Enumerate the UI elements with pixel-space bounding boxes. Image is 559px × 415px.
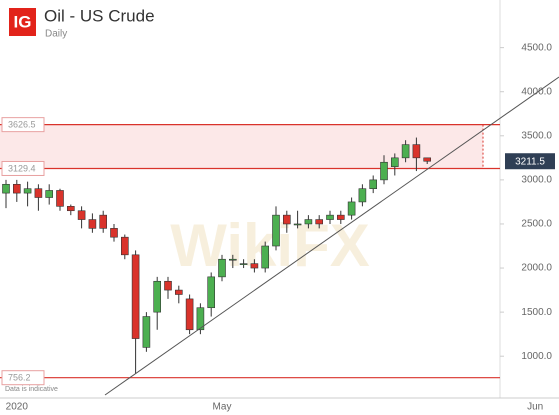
trend-line [104,76,559,396]
candle-body [99,214,107,229]
candle-body [326,214,334,220]
y-tick-label: 4500.0 [521,42,552,53]
candle-body [358,188,367,203]
level-label-box [1,117,45,133]
candle-body [250,263,259,269]
candle-body [369,179,378,189]
candle-body [45,190,54,198]
candle-body [185,298,194,331]
candle-body [56,190,64,207]
candle-body [110,228,118,238]
watermark: WikiFX [170,212,369,279]
candle-body [293,223,302,226]
candle-body [412,144,421,159]
candle-body [121,236,129,256]
candle-body [131,254,140,339]
level-label-box [1,370,45,386]
level-label: 3129.4 [8,163,36,173]
level-label: 756.2 [8,373,31,383]
subtitle: Daily [45,29,67,40]
y-tick-label: 2000.0 [521,263,552,274]
note: Data is indicative [5,386,58,393]
candle-body [164,280,172,291]
candle-body [2,183,10,194]
x-tick-label: May [213,402,232,413]
candle-body [23,188,32,194]
candle-body [218,258,226,278]
price-tag-label: 3211.5 [515,156,545,167]
candle-body [88,219,97,229]
candle-body [282,214,291,225]
x-tick-label: Jun [527,402,543,413]
candle-body [423,157,432,162]
candle-body [13,183,21,194]
chart-title: Oil - US Crude [44,6,155,25]
candle-body [153,280,161,313]
level-label-box [1,160,45,176]
candle-body [175,289,183,295]
candle-body [336,214,345,220]
candle-body [390,157,399,167]
candle-body [315,219,324,225]
y-tick-label: 3500.0 [521,130,552,141]
y-tick-label: 1500.0 [521,307,552,318]
candle-body [239,263,248,265]
logo-box [9,8,36,36]
candle-body [196,307,205,331]
candle-body [347,201,356,216]
candle-body [304,219,313,225]
y-tick-label: 3000.0 [521,175,552,186]
candle-body [67,206,75,212]
x-tick-label: 2020 [6,402,29,413]
candle-body [77,210,86,220]
candle-body [261,245,270,269]
candle-body [380,161,388,181]
candle-body [272,214,280,247]
candle-body [229,258,237,261]
price-tag [505,153,555,170]
candle-body [34,188,43,198]
candle-body [142,316,151,348]
y-tick-label: 1000.0 [521,351,552,362]
level-label: 3626.5 [8,120,36,130]
logo: IG [14,12,32,31]
y-tick-label: 4000.0 [521,86,552,97]
y-tick-label: 2500.0 [521,219,552,230]
level-zone [0,124,483,169]
candle-body [207,276,215,309]
candle-body [401,144,410,159]
